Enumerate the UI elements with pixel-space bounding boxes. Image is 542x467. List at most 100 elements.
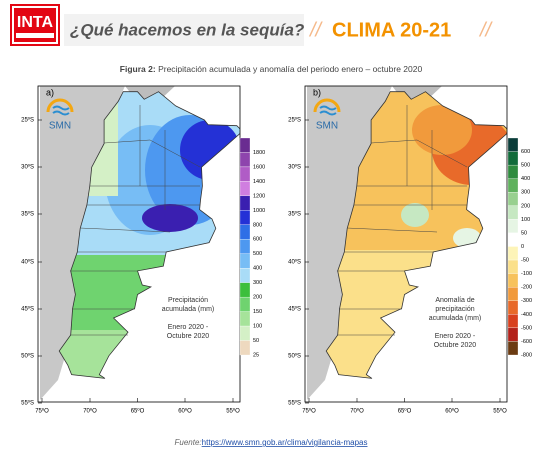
legend-swatch xyxy=(507,164,519,179)
annotation: Precipitación xyxy=(168,297,208,304)
lat-label: 45ºS xyxy=(288,306,301,313)
annotation: acumulada (mm) xyxy=(162,306,215,313)
legend-swatch xyxy=(239,210,251,225)
legend-label: 200 xyxy=(521,203,530,209)
legend-label: 600 xyxy=(253,237,262,243)
legend-swatch xyxy=(507,151,519,166)
legend-swatch xyxy=(507,137,519,152)
slash: // xyxy=(308,19,324,41)
logo-box xyxy=(10,4,60,46)
legend-label: 1600 xyxy=(253,164,265,170)
legend-swatch xyxy=(507,219,519,234)
lon-label: 70ºO xyxy=(83,408,97,415)
lat-label: 35ºS xyxy=(21,211,34,218)
lat-label: 25ºS xyxy=(288,117,301,124)
legend-swatch xyxy=(239,325,251,341)
legend-swatch xyxy=(239,239,251,254)
legend-swatch xyxy=(239,282,251,298)
legend-swatch xyxy=(507,205,519,220)
slash: // xyxy=(478,19,494,41)
zone xyxy=(412,105,472,155)
annotation: Enero 2020 - xyxy=(168,324,209,331)
annotation: Octubre 2020 xyxy=(434,342,477,349)
lat-label: 50ºS xyxy=(288,353,301,360)
caption-text: Precipitación acumulada y anomalía del p… xyxy=(158,64,422,74)
lat-label: 30ºS xyxy=(21,164,34,171)
lon-label: 65ºO xyxy=(398,408,412,415)
legend-label: -400 xyxy=(521,312,532,318)
legend-label: 1200 xyxy=(253,193,265,199)
legend-swatch xyxy=(239,181,251,197)
source-link[interactable]: https://www.smn.gob.ar/clima/vigilancia-… xyxy=(202,438,368,447)
legend-label: -100 xyxy=(521,271,532,277)
lat-label: 30ºS xyxy=(288,164,301,171)
lon-label: 55ºO xyxy=(493,408,507,415)
annotation: precipitación xyxy=(435,306,474,313)
caption-label: Figura 2: xyxy=(120,64,156,74)
legend-swatch xyxy=(507,327,519,342)
legend-label: 25 xyxy=(253,352,259,358)
lat-label: 25ºS xyxy=(21,117,34,124)
lat-label: 55ºS xyxy=(288,400,301,407)
legend-swatch xyxy=(239,166,251,182)
legend-swatch xyxy=(507,192,519,206)
question-bg xyxy=(64,14,304,46)
lat-label: 55ºS xyxy=(21,400,34,407)
legend-swatch xyxy=(239,268,251,283)
source: Fuente:https://www.smn.gob.ar/clima/vigi… xyxy=(175,438,368,447)
lat-label: 40ºS xyxy=(288,259,301,266)
legend-label: 100 xyxy=(253,324,262,330)
legend-swatch xyxy=(507,314,519,329)
lat-label: 50ºS xyxy=(21,353,34,360)
map-frame xyxy=(304,85,508,403)
lat-label: 45ºS xyxy=(21,306,34,313)
logo-text: INTA xyxy=(17,14,54,31)
lon-label: 65ºO xyxy=(131,408,145,415)
legend-swatch xyxy=(507,246,519,261)
legend-label: -800 xyxy=(521,352,532,358)
logo-arc xyxy=(46,98,74,113)
legend-swatch xyxy=(507,178,519,193)
legend-label: 500 xyxy=(253,251,262,257)
lat-label: 35ºS xyxy=(288,211,301,218)
zone xyxy=(142,204,198,232)
legend-label: -600 xyxy=(521,339,532,345)
legend-swatch xyxy=(239,296,251,312)
legend-swatch xyxy=(239,253,251,269)
legend-swatch xyxy=(239,137,251,153)
lon-label: 55ºO xyxy=(226,408,240,415)
caption: Figura 2: Precipitación acumulada y anom… xyxy=(120,64,423,74)
legend-label: 200 xyxy=(253,295,262,301)
legend-label: 400 xyxy=(253,266,262,272)
annotation: Anomalía de xyxy=(435,297,474,304)
legend-swatch xyxy=(239,195,251,211)
legend-label: 800 xyxy=(253,222,262,228)
legend-label: 300 xyxy=(521,190,530,196)
legend-label: 600 xyxy=(521,149,530,155)
legend-swatch xyxy=(239,152,251,168)
legend-swatch xyxy=(239,311,251,327)
panel-label: b) xyxy=(313,87,321,97)
annotation: Enero 2020 - xyxy=(435,333,476,340)
legend-swatch xyxy=(507,300,519,315)
annotation: Octubre 2020 xyxy=(167,333,210,340)
legend-label: -200 xyxy=(521,285,532,291)
lon-label: 75ºO xyxy=(302,408,316,415)
legend-label: 400 xyxy=(521,176,530,182)
zone xyxy=(401,203,429,227)
logo-text: SMN xyxy=(316,121,338,132)
panel-label: a) xyxy=(46,87,54,97)
legend-label: 50 xyxy=(521,230,527,236)
legend-swatch xyxy=(239,340,251,356)
legend-swatch xyxy=(507,273,519,288)
source-label: Fuente: xyxy=(175,438,202,447)
legend-label: 1400 xyxy=(253,179,265,185)
legend-swatch xyxy=(239,224,251,240)
logo-waves xyxy=(319,105,337,116)
logo-arc xyxy=(313,98,341,113)
question: ¿Qué hacemos en la sequía? xyxy=(70,20,305,39)
